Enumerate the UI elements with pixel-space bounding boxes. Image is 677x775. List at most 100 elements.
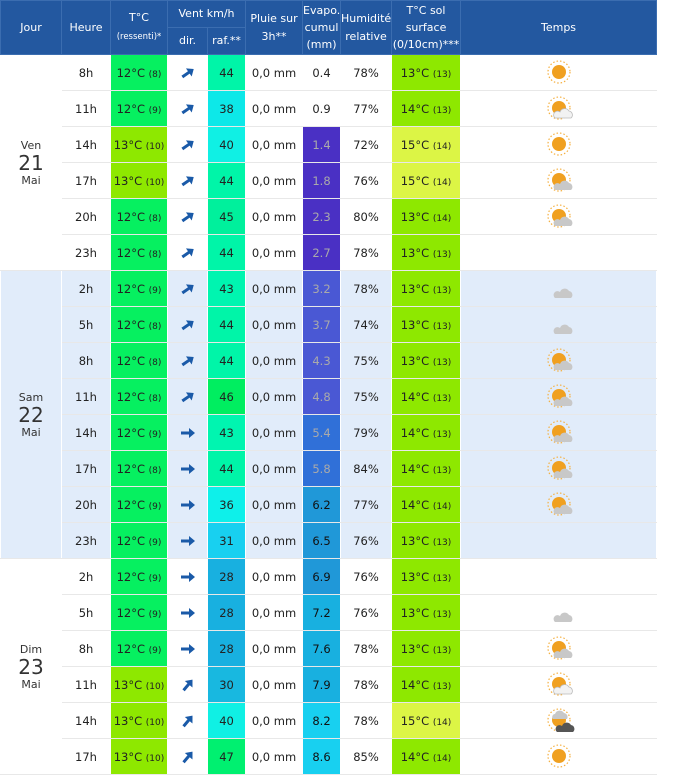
cell-text: 0,0 mm xyxy=(251,641,297,656)
cell-text: 0,0 mm xyxy=(251,569,297,584)
wind-dir-cell xyxy=(167,270,208,307)
cell-text: (8) xyxy=(148,249,162,260)
evapo-cell: 7.9 xyxy=(302,666,342,703)
cell-text: 8.6 xyxy=(312,749,331,764)
humidity-cell: 78% xyxy=(340,666,393,703)
wind-dir-cell xyxy=(167,702,208,739)
weather-cell xyxy=(460,198,657,235)
hour-cell: 5h xyxy=(61,306,111,343)
rain-cell: 0,0 mm xyxy=(245,90,304,127)
cell-text: (9) xyxy=(148,645,162,656)
wind-arrow-icon xyxy=(180,67,194,78)
cell-text: 20h xyxy=(75,209,97,224)
wind-dir-cell xyxy=(167,450,208,487)
soil-temp-cell: 13°C (13) xyxy=(391,630,462,667)
temp-cell: 12°C (9) xyxy=(110,522,168,559)
rain-cell: 0,0 mm xyxy=(245,162,304,199)
table-row: 5h 12°C (9) 28 0,0 mm 7.2 76% 13°C (13) xyxy=(1,594,657,631)
evapo-cell: 0.4 xyxy=(302,54,342,91)
temp-cell: 12°C (8) xyxy=(110,306,168,343)
cell-text: 30 xyxy=(219,677,234,692)
cell-text: 23h xyxy=(75,533,97,548)
evapo-cell: 8.6 xyxy=(302,738,342,775)
wind-arrow-icon xyxy=(180,355,194,366)
cell-text: 2.7 xyxy=(312,245,331,260)
wind-dir-cell xyxy=(167,522,208,559)
cell-text: 2h xyxy=(78,281,94,296)
cell-text: 5.8 xyxy=(312,461,331,476)
cell-text: 12°C xyxy=(116,281,145,296)
wind-arrow-icon xyxy=(180,427,195,438)
cell-text: (13) xyxy=(432,609,452,620)
weather-cell xyxy=(460,306,657,343)
cell-text: 0,0 mm xyxy=(251,533,297,548)
weather-cell xyxy=(460,666,657,703)
cell-text: 31 xyxy=(219,533,234,548)
gust-cell: 30 xyxy=(206,666,247,703)
humidity-cell: 84% xyxy=(340,450,393,487)
cell-text: (9) xyxy=(148,429,162,440)
cell-text: (10) xyxy=(145,177,165,188)
humidity-cell: 78% xyxy=(340,234,393,271)
cell-text: 13°C xyxy=(400,65,430,80)
gust-cell: 28 xyxy=(206,594,247,631)
hour-cell: 8h xyxy=(61,630,111,667)
cell-text: 0,0 mm xyxy=(251,209,297,224)
weather-cell xyxy=(460,90,657,127)
gust-cell: 31 xyxy=(206,522,247,559)
cell-text: 85% xyxy=(353,749,379,764)
cell-text: 17h xyxy=(75,461,97,476)
rain-cell: 0,0 mm xyxy=(245,558,304,595)
humidity-cell: 75% xyxy=(340,378,393,415)
col-raf: raf.** xyxy=(206,27,247,55)
evapo-cell: 6.9 xyxy=(302,558,342,595)
evapo-cell: 2.7 xyxy=(302,234,342,271)
cell-text: 12°C xyxy=(116,353,145,368)
rain-cell: 0,0 mm xyxy=(245,522,304,559)
wind-dir-cell xyxy=(167,414,208,451)
temp-cell: 13°C (10) xyxy=(110,666,168,703)
cell-text: 13°C xyxy=(113,173,143,188)
cell-text: 13°C xyxy=(113,749,143,764)
cell-text: 78% xyxy=(353,641,379,656)
sun-icon xyxy=(546,131,571,156)
gust-cell: 45 xyxy=(206,198,247,235)
cell-text: 12°C xyxy=(116,569,145,584)
table-row: 23h 12°C (8) 44 0,0 mm 2.7 78% 13°C (13) xyxy=(1,234,657,271)
cell-text: 43 xyxy=(219,281,234,296)
gust-cell: 36 xyxy=(206,486,247,523)
cell-text: 45 xyxy=(219,209,234,224)
rain-cell: 0,0 mm xyxy=(245,378,304,415)
table-row: 14h 13°C (10) 40 0,0 mm 1.4 72% 15°C (14) xyxy=(1,126,657,163)
soil-temp-cell: 14°C (13) xyxy=(391,666,462,703)
cell-text: 12°C xyxy=(116,605,145,620)
cell-text: 5.4 xyxy=(312,425,331,440)
gust-cell: 28 xyxy=(206,558,247,595)
weather-cell xyxy=(460,450,657,487)
cell-text: 6.9 xyxy=(312,569,331,584)
sun-cloud-icon xyxy=(546,491,572,516)
weather-cell xyxy=(460,54,657,91)
weather-cell xyxy=(460,126,657,163)
cell-text: 4.3 xyxy=(312,353,331,368)
cell-text: 14h xyxy=(75,425,97,440)
weather-cell xyxy=(460,522,657,559)
cell-text: 13°C xyxy=(400,245,430,260)
soil-temp-cell: 14°C (13) xyxy=(391,414,462,451)
temp-cell: 13°C (10) xyxy=(110,702,168,739)
wind-arrow-icon xyxy=(180,391,194,402)
cell-text: (13) xyxy=(432,105,452,116)
sun-cloud-icon xyxy=(546,635,572,660)
cell-text: 20h xyxy=(75,497,97,512)
cell-text: 76% xyxy=(353,605,379,620)
hour-cell: 5h xyxy=(61,594,111,631)
soil-temp-cell: 13°C (13) xyxy=(391,522,462,559)
cell-text: 5h xyxy=(78,605,94,620)
col-dir: dir. xyxy=(167,27,208,55)
col-jour: Jour xyxy=(0,0,62,55)
rain-cell: 0,0 mm xyxy=(245,738,304,775)
cell-text: Sam xyxy=(18,390,44,404)
col-sol: T°C sol surface (0/10cm)*** xyxy=(391,0,462,55)
cell-text: (8) xyxy=(148,465,162,476)
temp-cell: 12°C (8) xyxy=(110,198,168,235)
